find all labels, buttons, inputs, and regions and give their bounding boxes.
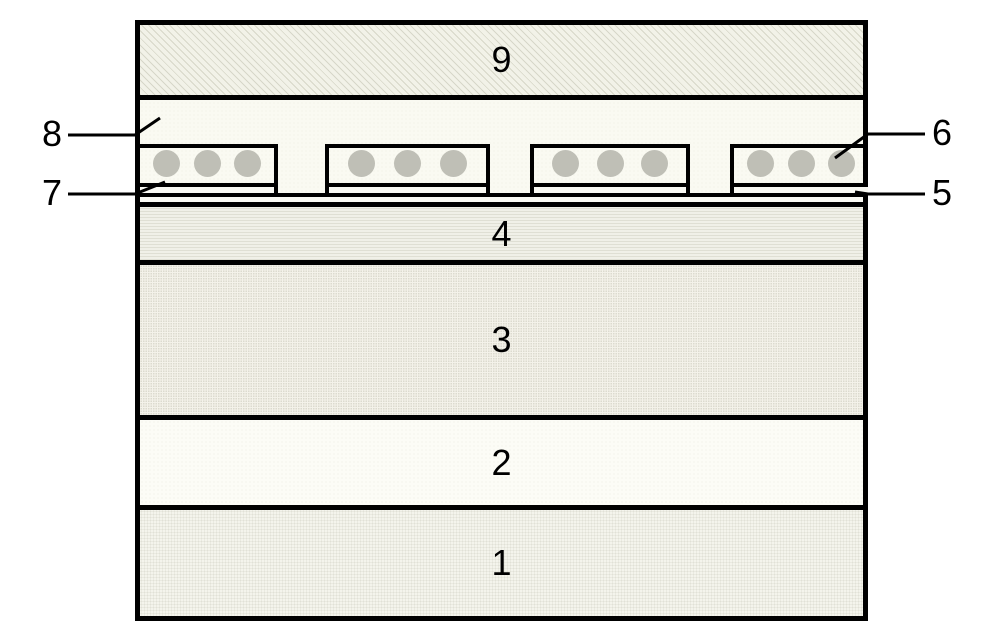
- layer-2-label: 2: [491, 442, 511, 484]
- layer-1-label: 1: [491, 542, 511, 584]
- layer-4-label: 4: [491, 213, 511, 255]
- layer-9-label: 9: [491, 39, 511, 81]
- layer-3-label: 3: [491, 319, 511, 361]
